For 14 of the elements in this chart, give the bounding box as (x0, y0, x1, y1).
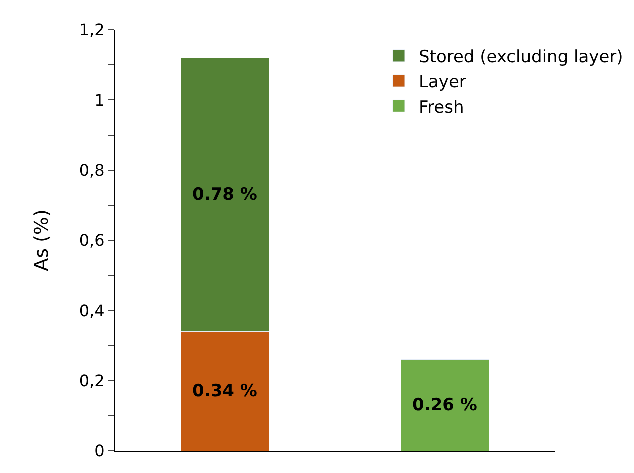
y-tick-label: 0,8 (79, 160, 105, 180)
y-tick-label: 1,2 (79, 20, 105, 40)
legend-label: Layer (419, 72, 466, 93)
data-label: 0.26 % (412, 395, 478, 416)
legend-label: Stored (excluding layer) (419, 48, 624, 68)
y-tick-label: 0,2 (79, 371, 105, 390)
legend-label: Fresh (419, 98, 464, 118)
y-axis-title: As (%) (31, 210, 54, 272)
data-label: 0.34 % (192, 381, 258, 402)
y-tick-label: 0,4 (79, 301, 105, 320)
y-tick-label: 0,6 (79, 231, 105, 250)
y-tick-label: 1 (94, 90, 105, 110)
y-tick-label: 0 (94, 442, 105, 461)
data-label: 0.78 % (192, 184, 258, 205)
